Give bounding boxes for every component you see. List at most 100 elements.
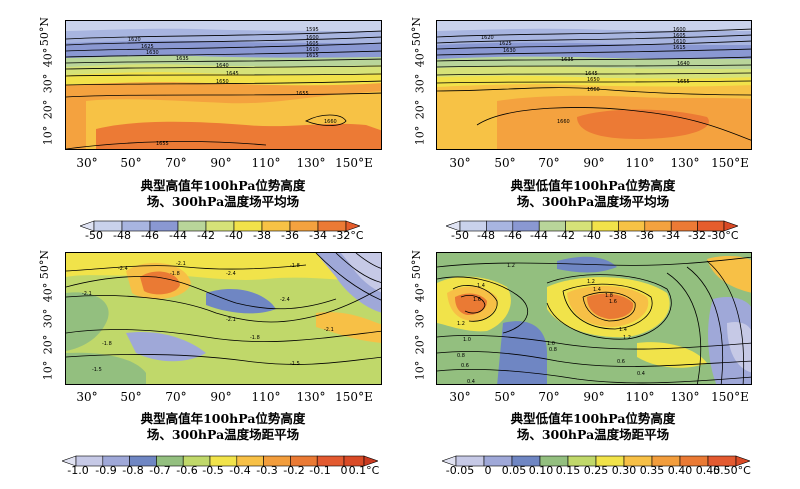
fill-blue-light: [126, 331, 206, 362]
contour-label: 1595: [306, 27, 319, 33]
contour-label: 1645: [226, 71, 239, 77]
xtick-label: 30°: [449, 156, 471, 170]
caption-line: 场、300hPa温度场距平场: [516, 427, 670, 442]
ytick-label: 20°: [41, 99, 55, 120]
ytick-label: 10°: [41, 125, 55, 146]
ytick-label: 30°: [413, 308, 427, 329]
fill-orange-east: [316, 312, 381, 343]
map-low-mean: 1600 1605 1610 1615 1620 1625 1630 1635 …: [436, 20, 752, 150]
contours-high-mean: [66, 30, 381, 149]
contour-label: 1640: [677, 61, 690, 67]
ytick-label: 30°: [41, 308, 55, 329]
fill-yellow-top: [66, 253, 381, 283]
ytick-label: 10°: [413, 125, 427, 146]
colorbar-tick: 0.45: [695, 464, 721, 477]
xtick-label: 130°: [296, 390, 326, 404]
colorbar-high-anomaly: -1.0 -0.9 -0.8 -0.7 -0.6 -0.5 -0.4 -0.3 …: [61, 452, 380, 478]
ytick-label: 40°: [413, 282, 427, 303]
colorbar-tick: -38: [253, 229, 271, 242]
contour-label: 1.4: [619, 327, 627, 333]
contour-label: 1610: [306, 47, 319, 53]
contour-label: 1.2: [623, 335, 631, 341]
contour-label: 1605: [306, 41, 319, 47]
colorbar-tick: -44: [530, 229, 548, 242]
ytick-label: 50°N: [410, 249, 424, 280]
ytick-label: 30°: [413, 73, 427, 94]
map-high-anomaly: -2.4 -2.1 -1.8 -2.4 -1.8 -2.1 -2.4 -2.1 …: [65, 252, 382, 385]
colorbar-tick: -40: [225, 229, 243, 242]
colorbar-low-mean: -50 -48 -46 -44 -42 -40 -38 -36 -34 -32 …: [445, 217, 739, 243]
colorbar-tick: -42: [197, 229, 215, 242]
contour-label: 0.4: [467, 379, 475, 385]
colorbar-tick: -0.7: [149, 464, 171, 477]
colorbar-tick: 0.1°C: [348, 464, 380, 477]
colorbar-tick: 0.25: [583, 464, 609, 477]
contour-label: 1.0: [463, 337, 471, 343]
contour-label: 1630: [503, 48, 516, 54]
colorbar-tick: -48: [113, 229, 131, 242]
contour-label: 0.8: [457, 353, 465, 359]
ytick-label: 50°N: [38, 16, 52, 47]
fill-orange-ne: [707, 256, 751, 293]
colorbar-tick: -38: [609, 229, 627, 242]
xtick-label: 90°: [583, 390, 605, 404]
colorbar-tick: 0.35: [639, 464, 665, 477]
contour-label: 1.0: [547, 341, 555, 347]
fill-palest: [437, 21, 751, 31]
contour-label: 1.6: [609, 299, 617, 305]
caption-high-anomaly: 典型高值年100hPa位势高度 场、300hPa温度场距平场: [141, 411, 306, 443]
contour-label: 1620: [128, 37, 141, 43]
colorbar-tick: 0.15: [555, 464, 581, 477]
colorbar-tick: -46: [504, 229, 522, 242]
contour-label: -2.1: [324, 327, 334, 333]
xtick-label: 90°: [210, 390, 232, 404]
map-low-anomaly: 1.2 1.4 1.2 1.0 0.8 0.6 0.4 1.2 1.4 1.6 …: [436, 252, 752, 385]
contour-label: 1.2: [457, 321, 465, 327]
contour-labels-high-mean: 1595 1600 1605 1610 1615 1620 1625 1630 …: [128, 27, 337, 147]
contour-label: 1660: [587, 87, 600, 93]
colorbar-tick: -36: [281, 229, 299, 242]
colorbar-low-anomaly-svg: [441, 455, 751, 467]
xtick-label: 150°E: [711, 156, 749, 170]
contour-label: 1605: [673, 33, 686, 39]
contour-label: -1.8: [290, 263, 300, 269]
colorbar-tick: -40: [583, 229, 601, 242]
contour-labels-high-anomaly: -2.4 -2.1 -1.8 -2.4 -1.8 -2.1 -2.4 -2.1 …: [82, 261, 334, 373]
colorbar-low-mean-svg: [445, 220, 739, 232]
map-high-anomaly-svg: -2.4 -2.1 -1.8 -2.4 -1.8 -2.1 -2.4 -2.1 …: [66, 253, 381, 384]
xtick-label: 110°: [625, 156, 655, 170]
contour-label: -1.8: [170, 271, 180, 277]
xtick-label: 150°E: [335, 156, 373, 170]
colorbar-tick: -0.8: [122, 464, 144, 477]
contours-low-anomaly: [437, 256, 751, 384]
contour-label: 1.4: [593, 287, 601, 293]
contour-label: -2.1: [82, 291, 92, 297]
colorbar-tick: -34: [309, 229, 327, 242]
contour-label: 1655: [296, 91, 309, 97]
xtick-label: 50°: [494, 156, 516, 170]
contour-labels-low-anomaly: 1.2 1.4 1.2 1.0 0.8 0.6 0.4 1.2 1.4 1.6 …: [457, 263, 645, 385]
contour-label: 1620: [481, 35, 494, 41]
fill-green-bottom: [66, 352, 146, 384]
xtick-label: 30°: [449, 390, 471, 404]
caption-line: 场、300hPa温度场距平场: [146, 427, 300, 442]
xtick-label: 90°: [583, 156, 605, 170]
xtick-label: 30°: [76, 156, 98, 170]
xtick-label: 50°: [494, 390, 516, 404]
colorbar-low-anomaly: -0.05 0 0.05 0.10 0.15 0.25 0.30 0.35 0.…: [441, 452, 751, 478]
xtick-label: 70°: [538, 156, 560, 170]
contour-label: 1630: [146, 50, 159, 56]
contour-label: 1600: [306, 35, 319, 41]
colorbar-high-mean: -50 -48 -46 -44 -42 -40 -38 -36 -34 -32°…: [79, 217, 364, 243]
ytick-label: 40°: [41, 282, 55, 303]
colorbar-tick: -46: [141, 229, 159, 242]
xtick-label: 90°: [210, 156, 232, 170]
colorbar-high-anomaly-svg: [61, 455, 379, 467]
ytick-label: 50°N: [410, 16, 424, 47]
colorbar-tick: -0.9: [95, 464, 117, 477]
contour-label: -2.4: [226, 271, 236, 277]
contour-label: -2.1: [226, 317, 236, 323]
map-low-mean-svg: 1600 1605 1610 1615 1620 1625 1630 1635 …: [437, 21, 751, 149]
contours-high-anomaly: [66, 253, 381, 365]
contour-label: 1655: [156, 141, 169, 147]
